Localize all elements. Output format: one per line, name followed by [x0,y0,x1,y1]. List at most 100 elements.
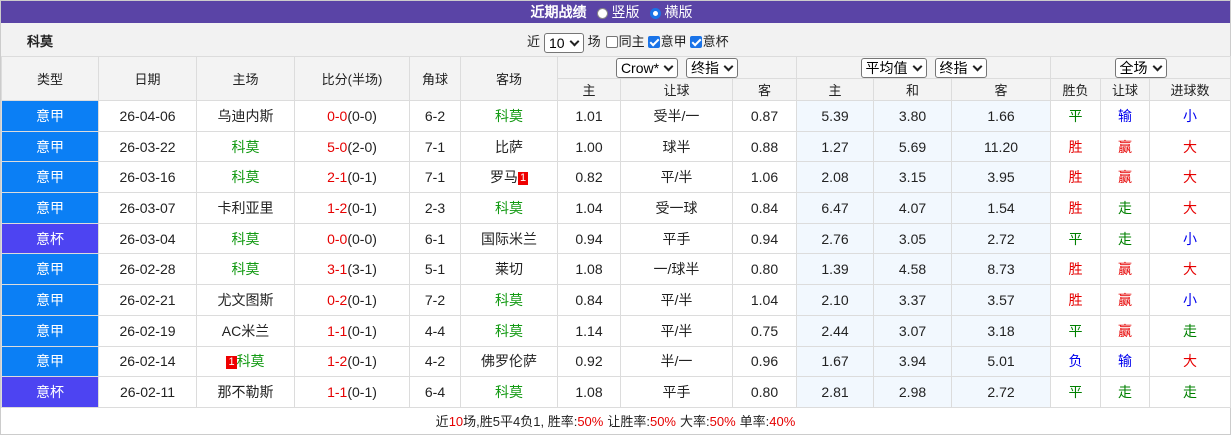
team-name: 科莫 [231,230,260,247]
checkbox[interactable] [605,36,618,48]
filter-check[interactable]: 意杯 [687,34,729,49]
avg-away: 1.66 [951,100,1052,132]
home-team: 1 科莫 [196,345,295,378]
odds-home: 1.04 [557,192,621,224]
team-name: 科莫 [231,138,260,155]
competition: 意杯 [1,376,99,408]
avg-away: 5.01 [951,345,1052,378]
competition: 意杯 [1,222,99,255]
half-score: (0-0) [347,230,377,247]
handicap: 一/球半 [620,253,733,286]
view-option[interactable]: 竖版 [595,4,640,20]
away-team: 罗马 1 [460,161,558,194]
date: 26-02-21 [98,284,197,316]
avg-home: 2.81 [796,376,875,408]
subcolumn-header: 主 [557,78,621,101]
avg-home: 6.47 [796,192,875,224]
checkbox[interactable] [689,36,702,48]
result: 胜 [1050,161,1102,194]
odds-select[interactable]: 平均值 [860,57,927,78]
odds-select[interactable]: 全场 [1114,57,1167,78]
corners: 2-3 [409,192,461,224]
home-team: 科莫 [196,222,295,255]
odds-home: 0.82 [557,161,621,194]
date: 26-02-28 [98,253,197,286]
odds-home: 0.92 [557,345,621,378]
avg-home: 2.08 [796,161,875,194]
match-row: 意甲 26-02-21 尤文图斯 0-2(0-1) 7-2 科莫 0.84 平/半 1.04 2.… [1,284,1231,316]
handicap-result: 走 [1100,376,1151,408]
home-team: AC米兰 [196,314,295,347]
handicap-result: 输 [1100,345,1151,378]
team-name: 科莫 [495,322,523,339]
date: 26-02-14 [98,345,197,378]
corners: 7-2 [409,284,461,316]
goals-result: 大 [1149,345,1231,378]
subcolumn-header: 主 [796,78,875,101]
match-row: 意甲 26-02-19 AC米兰 1-1(0-1) 4-4 科莫 1.14 平/半 0.75 2.… [1,314,1231,347]
stat-value: 40% [769,413,796,429]
corners: 6-2 [409,100,461,132]
competition: 意甲 [1,161,99,194]
score-cell: 2-1(0-1) [294,161,410,194]
group-header: 平均值 终指 [796,56,1052,79]
radio[interactable] [649,8,661,19]
stat-label: 大率: [680,413,710,429]
score-cell: 1-2(0-1) [294,345,410,378]
avg-away: 2.72 [951,222,1052,255]
summary-record: 场,胜5平4负1, [463,413,548,429]
date: 26-03-16 [98,161,197,194]
handicap: 受半/一 [620,100,733,132]
goals-result: 大 [1149,192,1231,224]
handicap-result: 赢 [1100,284,1151,316]
checkbox[interactable] [647,36,660,48]
score: 0-2 [327,291,348,308]
odds-away: 1.04 [731,284,798,316]
away-team: 科莫 [460,284,558,316]
filter-check[interactable]: 同主 [603,34,645,49]
stat-label: 胜率: [547,413,578,429]
match-row: 意甲 26-04-06 乌迪内斯 0-0(0-0) 6-2 科莫 1.01 受半/一 0.87 5… [1,100,1231,132]
group-header: Crow* 终指 [556,56,798,79]
avg-draw: 4.07 [873,192,953,224]
home-team: 科莫 [196,253,295,286]
odds-select[interactable]: 终指 [686,57,739,78]
subcolumn-header: 让球 [620,78,733,101]
filter-controls: 近 10 场 同主 意甲 意杯 [527,23,729,61]
odds-select[interactable]: Crow* [615,57,679,78]
column-header: 角球 [409,56,461,101]
view-option[interactable]: 横版 [648,4,693,20]
away-team: 比萨 [460,130,558,163]
match-row: 意杯 26-03-04 科莫 0-0(0-0) 6-1 国际米兰 0.94 平手 0.94 2.7… [1,222,1231,255]
check-label: 意杯 [702,34,729,49]
stat-value: 50% [709,413,736,429]
home-team: 那不勒斯 [196,376,295,408]
half-score: (0-1) [347,169,377,186]
filter-suffix: 场 [587,34,601,49]
away-team: 科莫 [460,376,558,408]
odds-away: 0.75 [731,314,798,347]
record-table: 类型 日期 主场 比分(半场) 角球 客场 Crow* 终指 平均值 终指 全场主让球客主和客胜负让… [1,56,1231,408]
count-select[interactable]: 10 [544,32,584,53]
avg-away: 3.95 [951,161,1052,194]
odds-select[interactable]: 终指 [934,57,987,78]
subcolumn-header: 进球数 [1149,78,1231,101]
away-team: 科莫 [460,314,558,347]
radio[interactable] [596,8,608,19]
title-bar: 近期战绩 竖版 横版 [1,1,1230,23]
filter-bar: 科莫 近 10 场 同主 意甲 意杯 [1,23,1230,56]
odds-home: 0.94 [557,222,621,255]
score: 1-1 [327,322,348,339]
subcolumn-header: 和 [873,78,953,101]
handicap-result: 赢 [1100,314,1151,347]
team-name: 科莫 [231,261,260,278]
check-label: 意甲 [660,34,687,49]
avg-home: 2.76 [796,222,875,255]
filter-check[interactable]: 意甲 [645,34,687,49]
match-row: 意甲 26-02-14 1 科莫 1-2(0-1) 4-2 佛罗伦萨 0.92 半/一 0.96 1… [1,345,1231,378]
filter-prefix: 近 [527,34,541,49]
avg-home: 1.39 [796,253,875,286]
header-row: 类型 日期 主场 比分(半场) 角球 客场 Crow* 终指 平均值 终指 全场 [1,56,1231,101]
avg-home: 2.44 [796,314,875,347]
score: 0-0 [327,230,348,247]
